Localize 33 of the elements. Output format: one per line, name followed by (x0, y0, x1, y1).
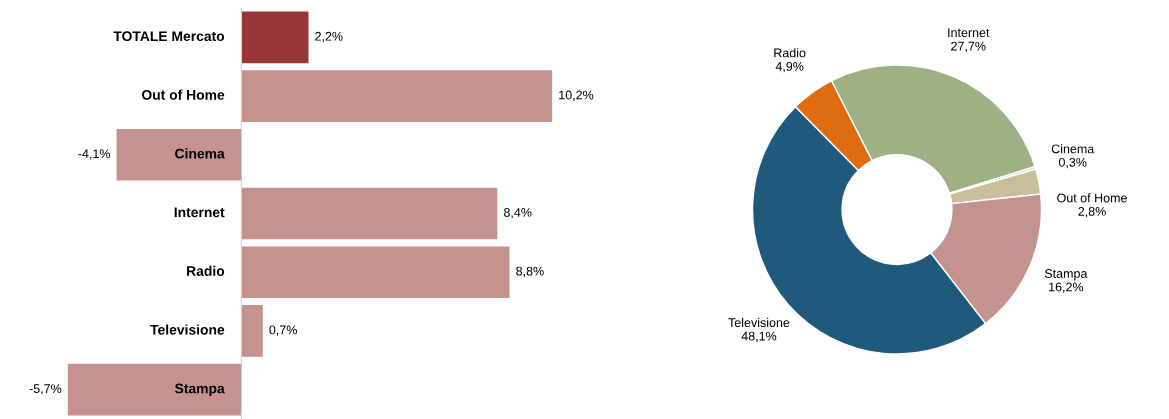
data-label: 4,9% (775, 61, 804, 73)
bar (241, 70, 553, 122)
y-tick-label: Radio (187, 265, 225, 276)
data-label: -5,7% (29, 384, 62, 395)
y-tick-label: TOTALE Mercato (113, 31, 225, 42)
slice-label: Out of Home (1057, 193, 1127, 203)
bar (116, 128, 242, 181)
bar (241, 246, 510, 299)
data-label: 8,4% (503, 208, 532, 219)
data-label: -4,1% (78, 149, 111, 160)
data-label: 2,2% (315, 31, 343, 43)
slice-label: Internet (948, 28, 990, 38)
bar (241, 187, 498, 240)
slice-label: Televisione (728, 317, 790, 328)
data-label: 0,3% (1058, 157, 1087, 169)
y-tick-label: Televisione (150, 324, 225, 335)
data-label: 2,8% (1078, 207, 1106, 218)
slice-label: Stampa (1044, 269, 1088, 281)
y-tick-label: Internet (174, 207, 225, 218)
y-tick-label: Cinema (175, 148, 225, 159)
bar (241, 11, 309, 64)
data-label: 27,7% (951, 41, 986, 52)
data-label: 16,2% (1049, 282, 1084, 293)
data-label: 48,1% (741, 331, 777, 342)
data-label: 0,7% (269, 325, 297, 336)
y-tick-label: Out of Home (141, 89, 225, 100)
bar (67, 363, 242, 416)
bar (241, 305, 263, 357)
data-label: 10,2% (559, 90, 594, 101)
slice-label: Cinema (1051, 144, 1095, 154)
slice-label: Radio (774, 48, 806, 58)
data-label: 8,8% (516, 266, 544, 278)
y-tick-label: Stampa (174, 383, 225, 397)
